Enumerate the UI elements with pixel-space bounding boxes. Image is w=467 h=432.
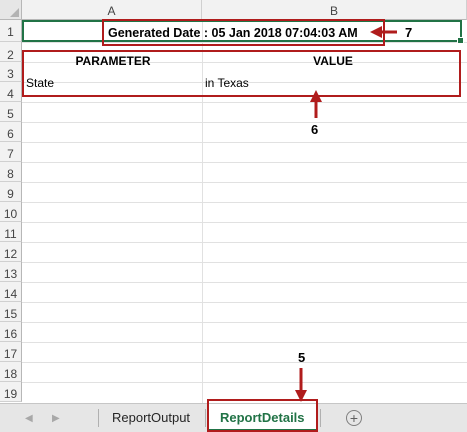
row-gridline bbox=[22, 162, 467, 163]
cell-a3-state[interactable]: State bbox=[26, 76, 55, 90]
callout-number-6: 6 bbox=[311, 122, 319, 137]
tab-separator bbox=[98, 409, 99, 427]
row-gridline bbox=[22, 282, 467, 283]
column-gridline bbox=[202, 20, 203, 403]
row-gridline bbox=[22, 382, 467, 383]
arrow-to-date-icon bbox=[370, 26, 397, 38]
fill-handle[interactable] bbox=[457, 37, 464, 44]
cell-a2-parameter-header[interactable]: PARAMETER bbox=[75, 54, 151, 68]
scroll-right-icon[interactable]: ▶ bbox=[52, 413, 60, 424]
row-gridline bbox=[22, 302, 467, 303]
row-header-6[interactable]: 6 bbox=[0, 122, 22, 142]
row-gridline bbox=[22, 142, 467, 143]
row-header-15[interactable]: 15 bbox=[0, 302, 22, 322]
tab-separator bbox=[320, 409, 321, 427]
cell-b2-value-header[interactable]: VALUE bbox=[313, 54, 353, 68]
callout-number-7: 7 bbox=[405, 25, 413, 40]
row-header-5[interactable]: 5 bbox=[0, 102, 22, 122]
scroll-left-icon[interactable]: ◀ bbox=[25, 413, 33, 424]
tab-separator bbox=[205, 409, 206, 427]
row-header-7[interactable]: 7 bbox=[0, 142, 22, 162]
arrow-to-value-icon bbox=[310, 90, 322, 118]
annotation-arrows bbox=[295, 26, 397, 402]
row-header-2[interactable]: 2 bbox=[0, 42, 22, 62]
row-gridline bbox=[22, 122, 467, 123]
selected-range-row-1[interactable] bbox=[22, 20, 464, 44]
callout-number-5: 5 bbox=[298, 350, 306, 365]
new-sheet-button[interactable]: + bbox=[346, 410, 362, 426]
row-header-19[interactable]: 19 bbox=[0, 382, 22, 402]
row-gridline bbox=[22, 242, 467, 243]
parameters-highlight-box bbox=[22, 50, 461, 97]
row-gridline bbox=[22, 62, 467, 63]
row-gridline bbox=[22, 262, 467, 263]
select-all-corner[interactable] bbox=[0, 0, 22, 20]
row-gridline bbox=[22, 82, 467, 83]
row-header-12[interactable]: 12 bbox=[0, 242, 22, 262]
arrow-to-tab-icon bbox=[295, 368, 307, 402]
row-header-3[interactable]: 3 bbox=[0, 62, 22, 82]
row-header-1[interactable]: 1 bbox=[0, 20, 22, 42]
cell-b1-generated-date[interactable]: Generated Date : 05 Jan 2018 07:04:03 AM bbox=[108, 26, 358, 40]
row-header-13[interactable]: 13 bbox=[0, 262, 22, 282]
row-gridline bbox=[22, 322, 467, 323]
row-header-14[interactable]: 14 bbox=[0, 282, 22, 302]
row-header-8[interactable]: 8 bbox=[0, 162, 22, 182]
row-gridline bbox=[22, 42, 467, 43]
select-all-triangle-icon bbox=[10, 8, 19, 17]
sheet-tab-bar: ◀ ▶ ReportOutput ReportDetails + bbox=[0, 399, 467, 432]
row-header-9[interactable]: 9 bbox=[0, 182, 22, 202]
cell-b3-value[interactable]: in Texas bbox=[205, 76, 249, 90]
row-header-4[interactable]: 4 bbox=[0, 82, 22, 102]
row-header-16[interactable]: 16 bbox=[0, 322, 22, 342]
tab-reportoutput[interactable]: ReportOutput bbox=[112, 410, 191, 425]
plus-circle-icon: + bbox=[349, 410, 359, 426]
row-header-10[interactable]: 10 bbox=[0, 202, 22, 222]
spreadsheet-grid: A B 1 2 3 4 5 6 7 8 9 10 11 12 13 14 15 … bbox=[0, 0, 467, 403]
row-gridline bbox=[22, 202, 467, 203]
tab-highlight-box bbox=[207, 399, 318, 432]
row-header-17[interactable]: 17 bbox=[0, 342, 22, 362]
row-gridline bbox=[22, 342, 467, 343]
row-gridline bbox=[22, 102, 467, 103]
row-gridline bbox=[22, 182, 467, 183]
row-header-11[interactable]: 11 bbox=[0, 222, 22, 242]
row-header-18[interactable]: 18 bbox=[0, 362, 22, 382]
row-gridline bbox=[22, 362, 467, 363]
row-gridline bbox=[22, 222, 467, 223]
